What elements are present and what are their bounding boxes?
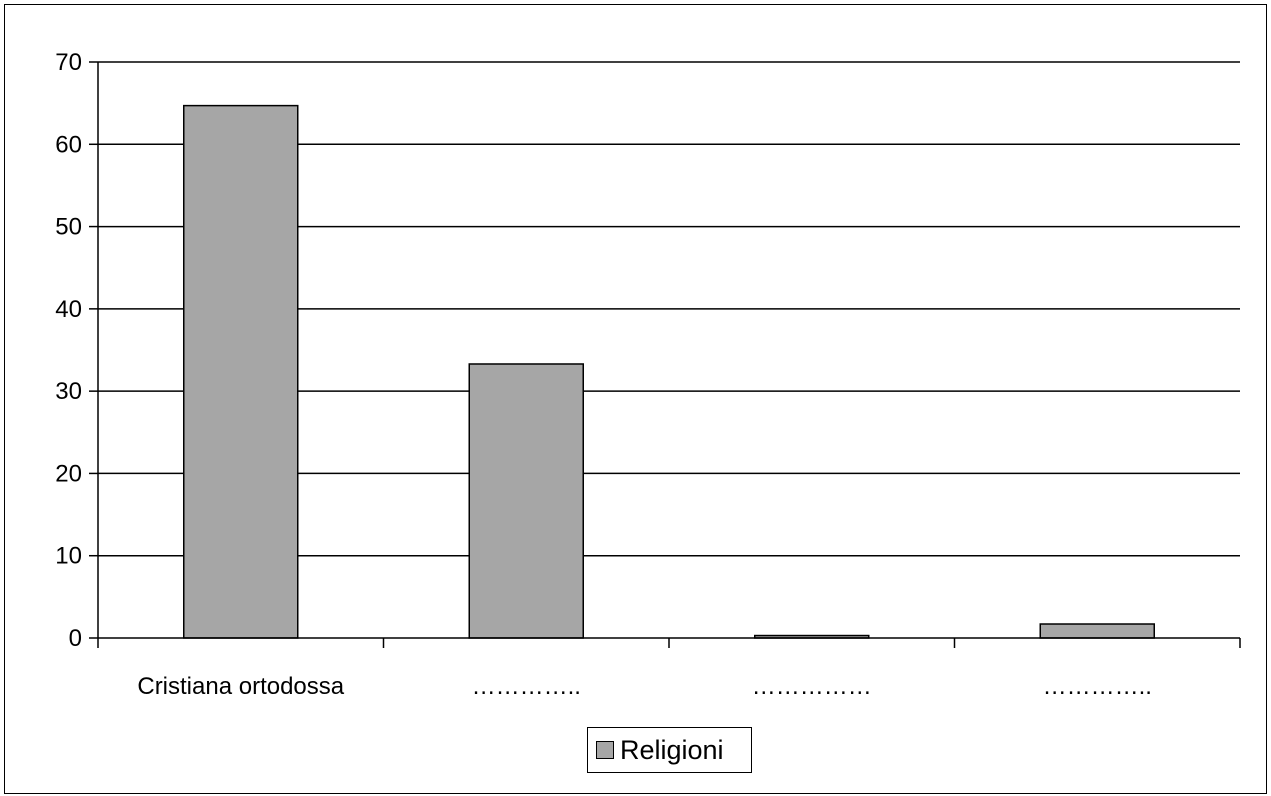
y-tick-label: 30 [55, 378, 82, 405]
legend-label: Religioni [620, 734, 724, 765]
y-tick-label: 0 [69, 625, 82, 652]
y-tick-label: 10 [55, 543, 82, 570]
bar [468, 363, 584, 639]
axes [89, 61, 1241, 648]
legend: Religioni [587, 727, 752, 773]
axis-labels: 0 10 20 30 40 50 60 70 Cristiana ortodossa …………..… [55, 49, 1152, 700]
x-category-label: Cristiana ortodossa [137, 673, 344, 700]
y-tick-label: 50 [55, 214, 82, 241]
y-tick-label: 20 [55, 460, 82, 487]
x-category-label: ………….. [1043, 673, 1152, 700]
x-category-label: ………….. [472, 673, 581, 700]
y-tick-label: 60 [55, 131, 82, 158]
bar [183, 104, 299, 639]
x-category-label: …………… [752, 673, 872, 700]
y-tick-label: 70 [55, 49, 82, 76]
y-tick-label: 40 [55, 296, 82, 323]
bar [1039, 623, 1155, 639]
legend-swatch [596, 741, 614, 759]
bars [183, 104, 1155, 639]
